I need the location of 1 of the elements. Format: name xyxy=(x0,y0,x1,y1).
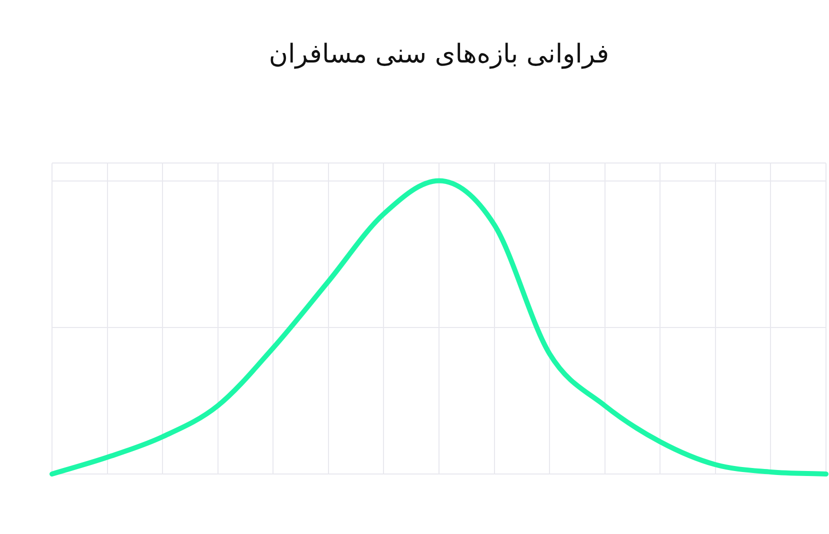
chart-title: فراوانی بازه‌های سنی مسافران xyxy=(268,39,610,70)
